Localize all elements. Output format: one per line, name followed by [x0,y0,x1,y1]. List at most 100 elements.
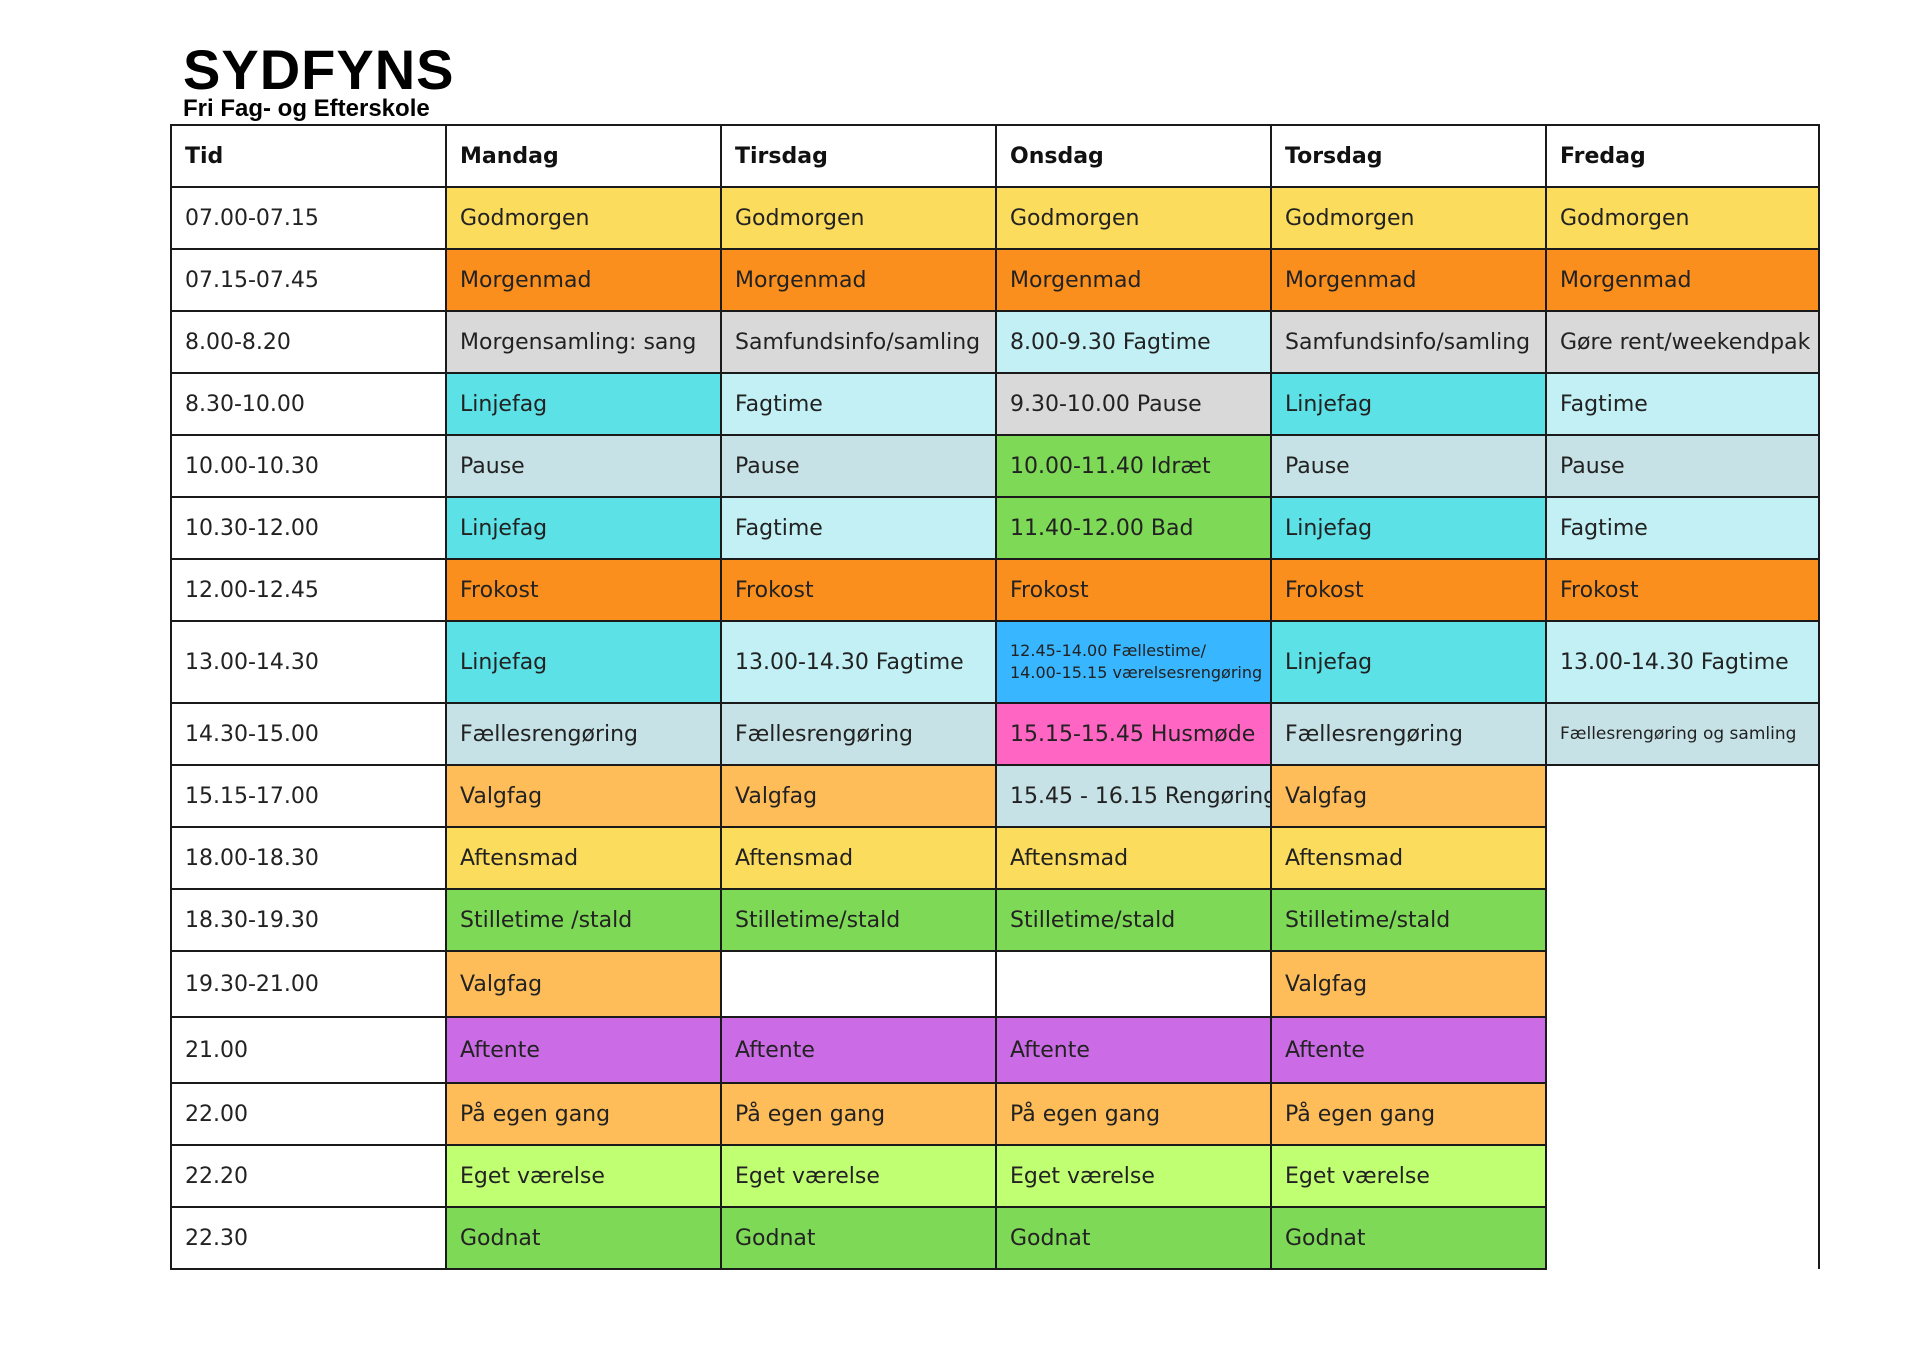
activity-cell-thursday: Godmorgen [1270,186,1547,250]
activity-cell-monday: Godmorgen [445,186,722,250]
activity-cell-monday: Valgfag [445,950,722,1018]
activity-cell-tuesday: Valgfag [720,764,997,828]
activity-cell-tuesday: Aftente [720,1016,997,1084]
activity-cell-wednesday: 15.15-15.45 Husmøde [995,702,1272,766]
activity-cell-wednesday: Eget værelse [995,1144,1272,1208]
header-monday: Mandag [445,124,722,188]
table-row: 22.20 Eget værelse Eget værelse Eget værels… [170,1144,1820,1208]
activity-cell-monday: Eget værelse [445,1144,722,1208]
table-row: 8.30-10.00 Linjefag Fagtime 9.30-10.00 Paus… [170,372,1820,436]
activity-cell-monday: Linjefag [445,620,722,704]
activity-cell-thursday: Aftente [1270,1016,1547,1084]
empty-cell-friday [1545,889,1820,951]
schedule-body: 07.00-07.15 Godmorgen Godmorgen Godmorgen Go… [170,186,1820,1270]
activity-cell-friday: Frokost [1545,558,1820,622]
activity-cell-wednesday: Morgenmad [995,248,1272,312]
activity-cell-thursday: Fællesrengøring [1270,702,1547,766]
activity-cell-monday: Valgfag [445,764,722,828]
activity-cell-wednesday: Stilletime/stald [995,888,1272,952]
activity-cell-wednesday: 9.30-10.00 Pause [995,372,1272,436]
time-cell: 21.00 [170,1016,447,1084]
activity-cell-thursday: Pause [1270,434,1547,498]
activity-cell-monday: Stilletime /stald [445,888,722,952]
activity-cell-tuesday: Godmorgen [720,186,997,250]
table-row: 10.30-12.00 Linjefag Fagtime 11.40-12.00 Ba… [170,496,1820,560]
activity-cell-tuesday: Fællesrengøring [720,702,997,766]
activity-cell-thursday: Stilletime/stald [1270,888,1547,952]
activity-cell-monday: Linjefag [445,496,722,560]
activity-cell-tuesday [720,950,997,1018]
activity-cell-monday: Aftensmad [445,826,722,890]
table-row: 19.30-21.00 Valgfag Valgfag [170,950,1820,1018]
activity-cell-wednesday: 11.40-12.00 Bad [995,496,1272,560]
header-time: Tid [170,124,447,188]
header-thursday: Torsdag [1270,124,1547,188]
activity-cell-monday: Fællesrengøring [445,702,722,766]
activity-line: 12.45-14.00 Fællestime/ [1010,641,1206,660]
activity-cell-wednesday: 8.00-9.30 Fagtime [995,310,1272,374]
header-tuesday: Tirsdag [720,124,997,188]
table-row: 8.00-8.20 Morgensamling: sang Samfundsinfo… [170,310,1820,374]
activity-cell-friday: Fagtime [1545,372,1820,436]
activity-cell-tuesday: Pause [720,434,997,498]
activity-cell-friday: Pause [1545,434,1820,498]
time-cell: 07.15-07.45 [170,248,447,312]
activity-cell-tuesday: Eget værelse [720,1144,997,1208]
table-row: 13.00-14.30 Linjefag 13.00-14.30 Fagtime 12… [170,620,1820,704]
time-cell: 07.00-07.15 [170,186,447,250]
activity-cell-monday: Frokost [445,558,722,622]
time-cell: 15.15-17.00 [170,764,447,828]
activity-cell-thursday: Linjefag [1270,496,1547,560]
time-cell: 10.30-12.00 [170,496,447,560]
table-row: 15.15-17.00 Valgfag Valgfag 15.45 - 16.15 R… [170,764,1820,828]
empty-cell-friday [1545,765,1820,827]
activity-cell-thursday: Linjefag [1270,372,1547,436]
activity-cell-monday: Morgenmad [445,248,722,312]
time-cell: 18.30-19.30 [170,888,447,952]
time-cell: 8.00-8.20 [170,310,447,374]
activity-cell-monday: Morgensamling: sang [445,310,722,374]
activity-cell-friday: 13.00-14.30 Fagtime [1545,620,1820,704]
activity-cell-tuesday: På egen gang [720,1082,997,1146]
time-cell: 13.00-14.30 [170,620,447,704]
activity-cell-tuesday: Morgenmad [720,248,997,312]
activity-cell-monday: Linjefag [445,372,722,436]
table-row: 18.30-19.30 Stilletime /stald Stilletime/s… [170,888,1820,952]
activity-line: 14.00-15.15 værelsesrengøring [1010,663,1263,682]
table-row: 22.30 Godnat Godnat Godnat Godnat [170,1206,1820,1270]
time-cell: 8.30-10.00 [170,372,447,436]
activity-cell-thursday: Eget værelse [1270,1144,1547,1208]
header-wednesday: Onsdag [995,124,1272,188]
logo-subtitle: Fri Fag- og Efterskole [183,95,430,122]
activity-cell-friday: Gøre rent/weekendpak [1545,310,1820,374]
activity-cell-tuesday: Frokost [720,558,997,622]
empty-cell-friday [1545,827,1820,889]
activity-cell-thursday: Frokost [1270,558,1547,622]
activity-cell-tuesday: Samfundsinfo/samling [720,310,997,374]
weekly-schedule-table: Tid Mandag Tirsdag Onsdag Torsdag Fredag… [170,124,1820,1270]
time-cell: 10.00-10.30 [170,434,447,498]
activity-cell-thursday: Linjefag [1270,620,1547,704]
table-row: 18.00-18.30 Aftensmad Aftensmad Aftensmad Af… [170,826,1820,890]
activity-cell-friday: Godmorgen [1545,186,1820,250]
activity-cell-thursday: Samfundsinfo/samling [1270,310,1547,374]
activity-cell-thursday: Godnat [1270,1206,1547,1270]
time-cell: 14.30-15.00 [170,702,447,766]
header-row: Tid Mandag Tirsdag Onsdag Torsdag Fredag [170,124,1820,188]
time-cell: 22.20 [170,1144,447,1208]
activity-cell-wednesday: Frokost [995,558,1272,622]
activity-cell-wednesday: Godnat [995,1206,1272,1270]
table-row: 22.00 På egen gang På egen gang På egen gan… [170,1082,1820,1146]
time-cell: 19.30-21.00 [170,950,447,1018]
school-logo: SYDFYNS Fri Fag- og Efterskole [183,42,455,122]
table-row: 10.00-10.30 Pause Pause 10.00-11.40 Idræt Pa… [170,434,1820,498]
time-cell: 12.00-12.45 [170,558,447,622]
time-cell: 22.30 [170,1206,447,1270]
activity-cell-wednesday: 10.00-11.40 Idræt [995,434,1272,498]
activity-cell-monday: Godnat [445,1206,722,1270]
activity-cell-thursday: Aftensmad [1270,826,1547,890]
activity-cell-friday: Fællesrengøring og samling [1545,702,1820,766]
time-cell: 22.00 [170,1082,447,1146]
activity-cell-monday: På egen gang [445,1082,722,1146]
activity-cell-tuesday: 13.00-14.30 Fagtime [720,620,997,704]
